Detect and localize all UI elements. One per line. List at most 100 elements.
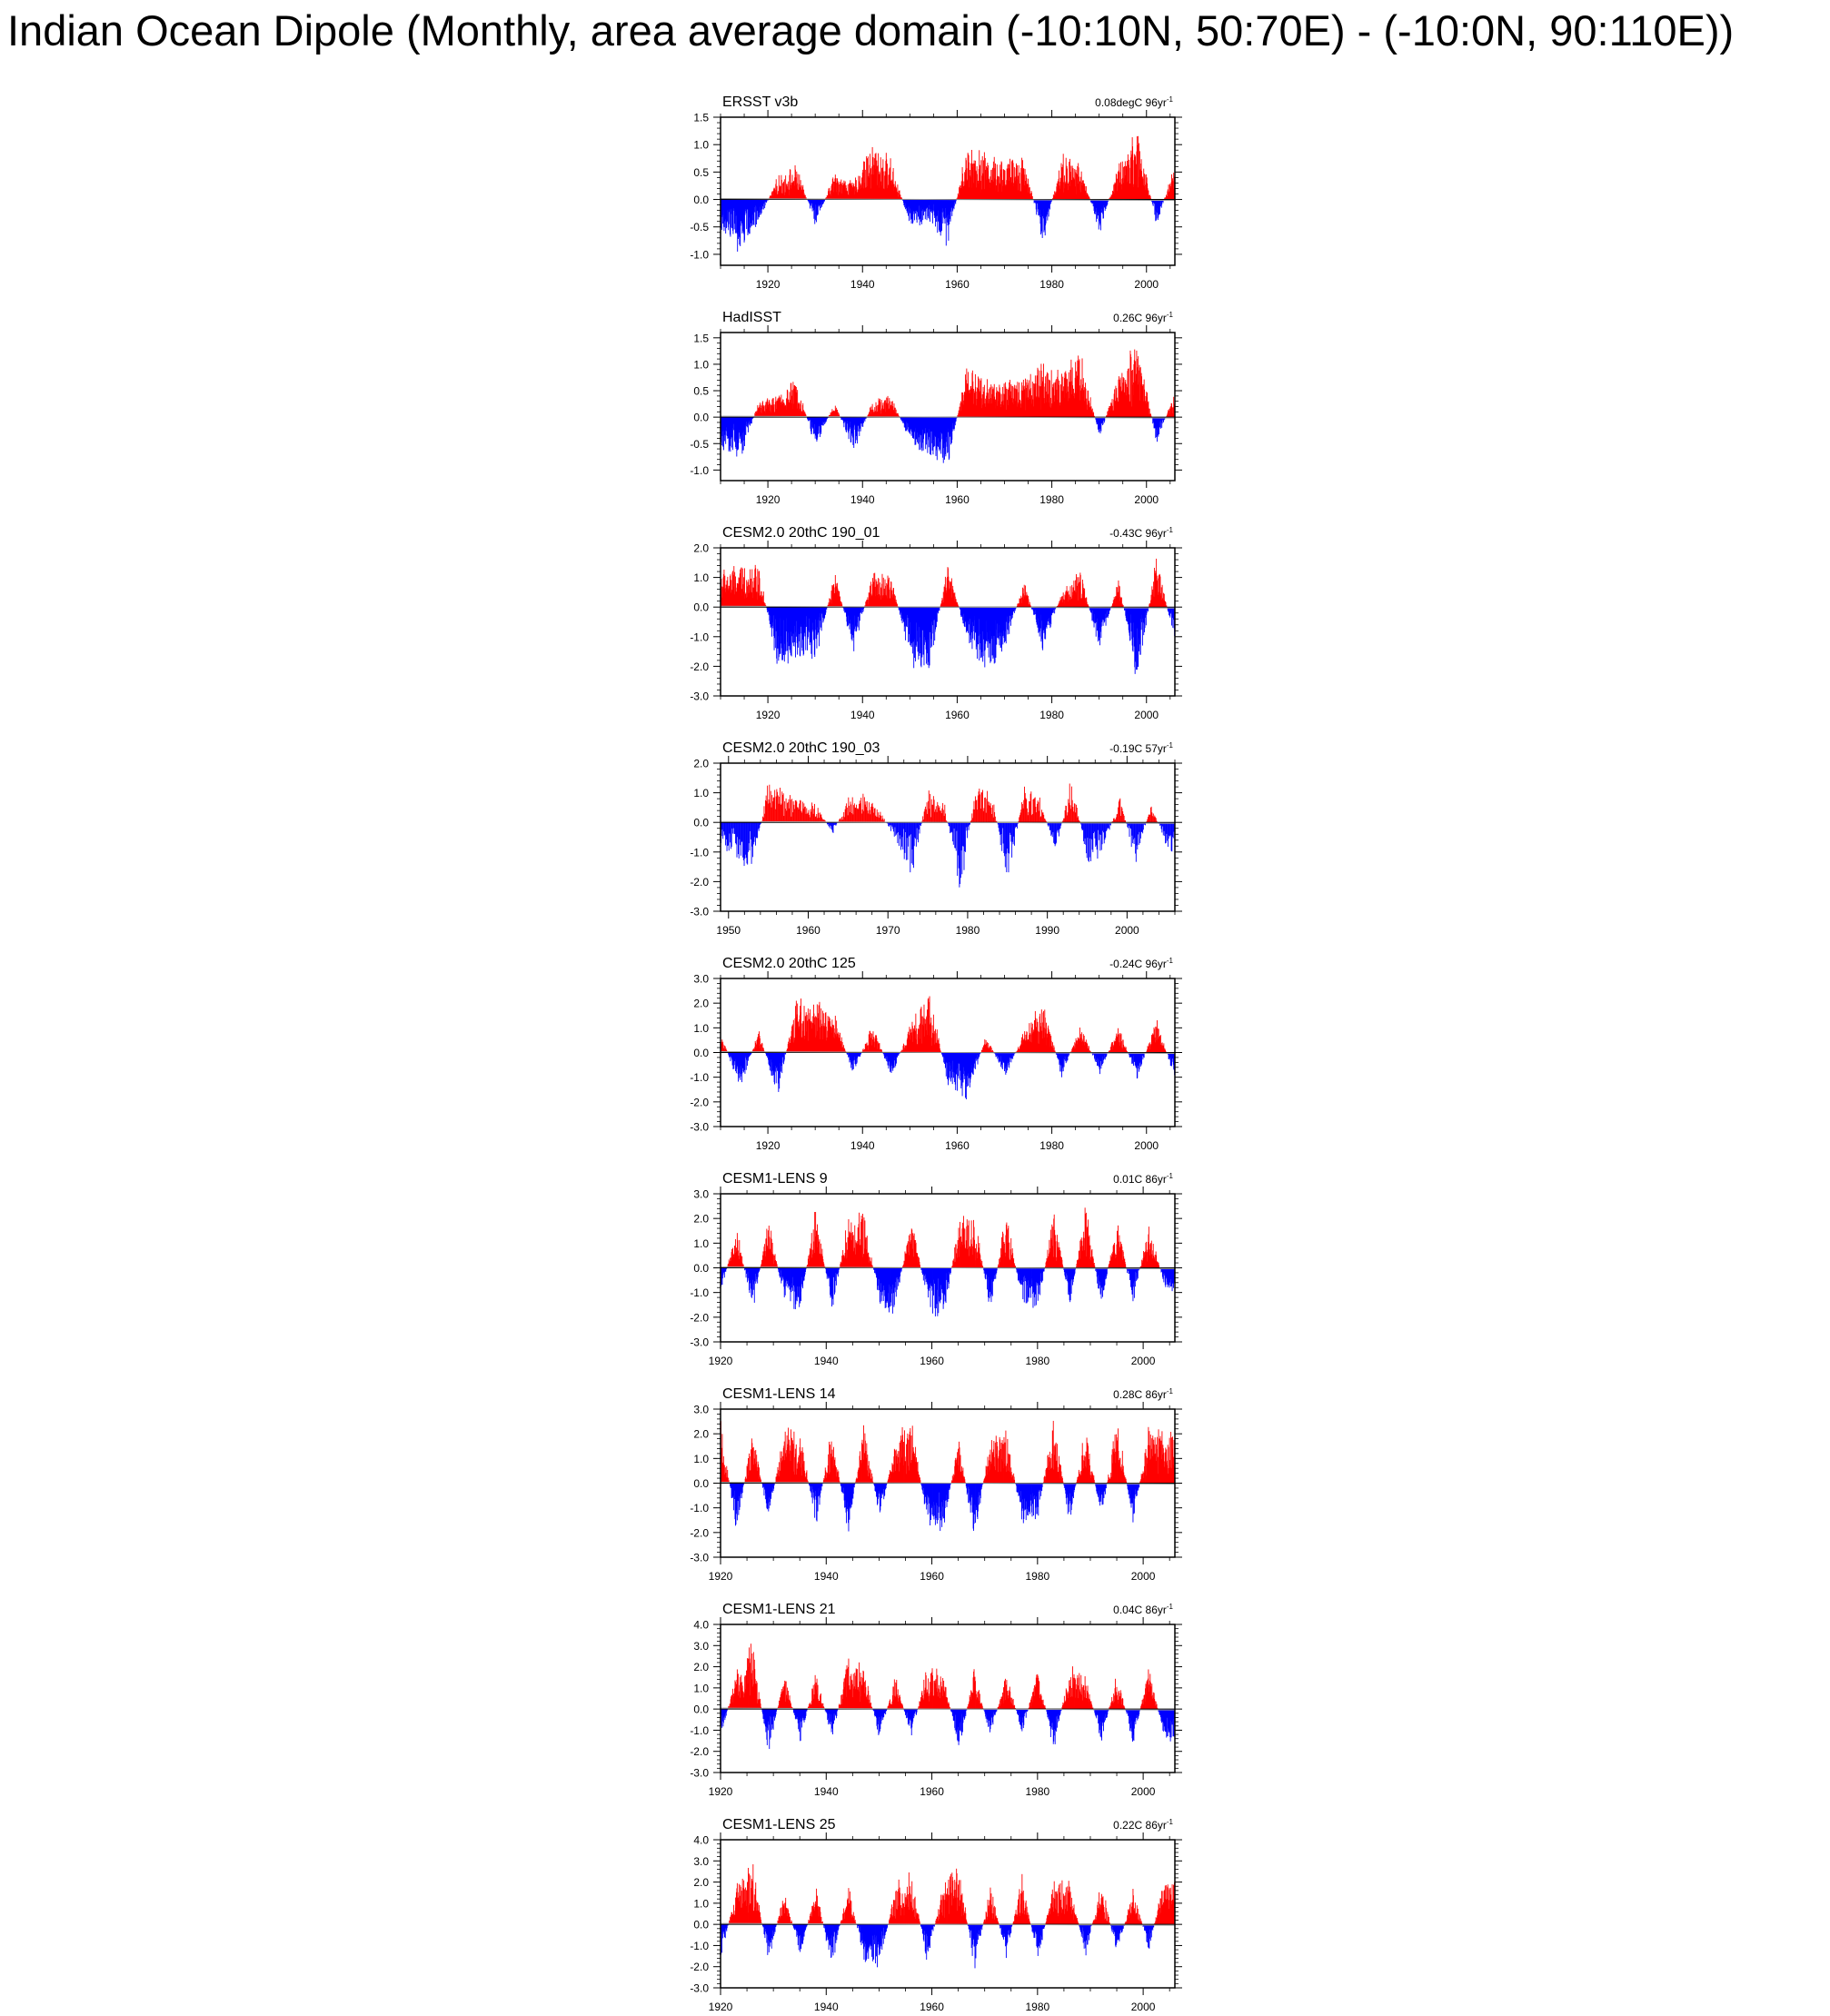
bar	[1160, 822, 1162, 829]
bar	[1142, 384, 1144, 418]
bar	[774, 790, 776, 823]
bar	[1041, 812, 1043, 823]
bar	[798, 809, 800, 823]
bar	[965, 822, 966, 852]
trend-line	[720, 820, 1176, 824]
bar	[906, 417, 908, 430]
bar	[1016, 389, 1018, 418]
bar	[1137, 822, 1139, 850]
bar	[1096, 822, 1097, 846]
bar	[988, 805, 990, 823]
bar	[844, 181, 846, 200]
bar	[1009, 822, 1011, 835]
bar	[1009, 158, 1011, 200]
bar	[801, 801, 803, 823]
bar	[862, 607, 864, 611]
bar	[764, 799, 766, 823]
bar	[1150, 198, 1151, 200]
bar	[796, 392, 798, 418]
bar	[1051, 822, 1052, 835]
bar	[1085, 822, 1087, 845]
bar	[822, 199, 824, 204]
bar	[921, 607, 923, 658]
bar	[911, 822, 913, 849]
bar	[834, 1016, 836, 1053]
x-tick-label: 1980	[1039, 278, 1064, 291]
bar	[1073, 803, 1075, 823]
bar	[1010, 161, 1012, 200]
bar	[784, 809, 786, 823]
bar	[995, 821, 997, 823]
bar	[970, 163, 972, 200]
bar	[1030, 791, 1032, 823]
bar	[1159, 822, 1161, 826]
bar	[1026, 799, 1028, 823]
bar	[1162, 822, 1164, 827]
bar	[910, 822, 911, 835]
bar	[762, 591, 764, 608]
bar	[948, 822, 949, 824]
x-tick-label: 2000	[1134, 493, 1159, 506]
panel-right-label: -0.19C 57yr-1	[1109, 741, 1173, 755]
bar	[1024, 389, 1026, 418]
y-tick-label: -0.5	[690, 438, 709, 451]
trend-line	[720, 415, 1176, 419]
bar	[962, 822, 964, 847]
bar	[745, 822, 747, 859]
bar	[1159, 576, 1161, 608]
bar	[918, 822, 920, 843]
y-tick-label: 1.5	[693, 112, 709, 124]
bar	[803, 803, 805, 823]
bar	[1146, 607, 1148, 613]
bar	[1154, 567, 1155, 608]
bar	[1091, 822, 1093, 850]
bar	[1084, 184, 1086, 200]
bar	[825, 1027, 827, 1053]
bar	[926, 199, 928, 221]
bar	[1152, 199, 1154, 206]
bar	[1112, 821, 1114, 823]
bar	[753, 199, 755, 225]
bar	[795, 607, 797, 637]
bar	[864, 804, 866, 823]
bar	[970, 819, 972, 823]
bar	[1128, 822, 1129, 829]
bar	[741, 822, 743, 842]
bar	[1117, 587, 1119, 608]
bar	[1086, 822, 1088, 859]
bar-series	[721, 349, 1175, 463]
bar	[731, 822, 732, 848]
bar	[750, 822, 751, 831]
bar	[1100, 822, 1102, 850]
bar	[814, 803, 815, 823]
bar	[928, 800, 929, 823]
bar	[1115, 819, 1117, 823]
bar	[761, 405, 762, 418]
bar	[1093, 822, 1094, 834]
bar	[1072, 807, 1074, 823]
bar	[893, 403, 895, 418]
bar	[955, 822, 956, 849]
bar	[903, 822, 905, 859]
bar	[1105, 822, 1107, 838]
bar	[904, 822, 906, 853]
bar	[876, 816, 877, 823]
bar	[783, 179, 785, 200]
bar	[890, 581, 892, 608]
bar	[1155, 818, 1157, 823]
bar	[1053, 822, 1055, 844]
bar	[792, 1019, 794, 1053]
bar	[1161, 417, 1163, 424]
bar	[1034, 798, 1035, 823]
bar	[747, 417, 749, 432]
bar	[824, 199, 826, 201]
bar	[955, 417, 957, 422]
bar	[776, 185, 778, 200]
bar	[974, 607, 975, 641]
bar	[967, 822, 969, 839]
bar	[1093, 822, 1095, 832]
bar	[1162, 199, 1164, 204]
bar	[1144, 389, 1146, 418]
bar	[793, 804, 795, 823]
bar	[1103, 822, 1104, 833]
